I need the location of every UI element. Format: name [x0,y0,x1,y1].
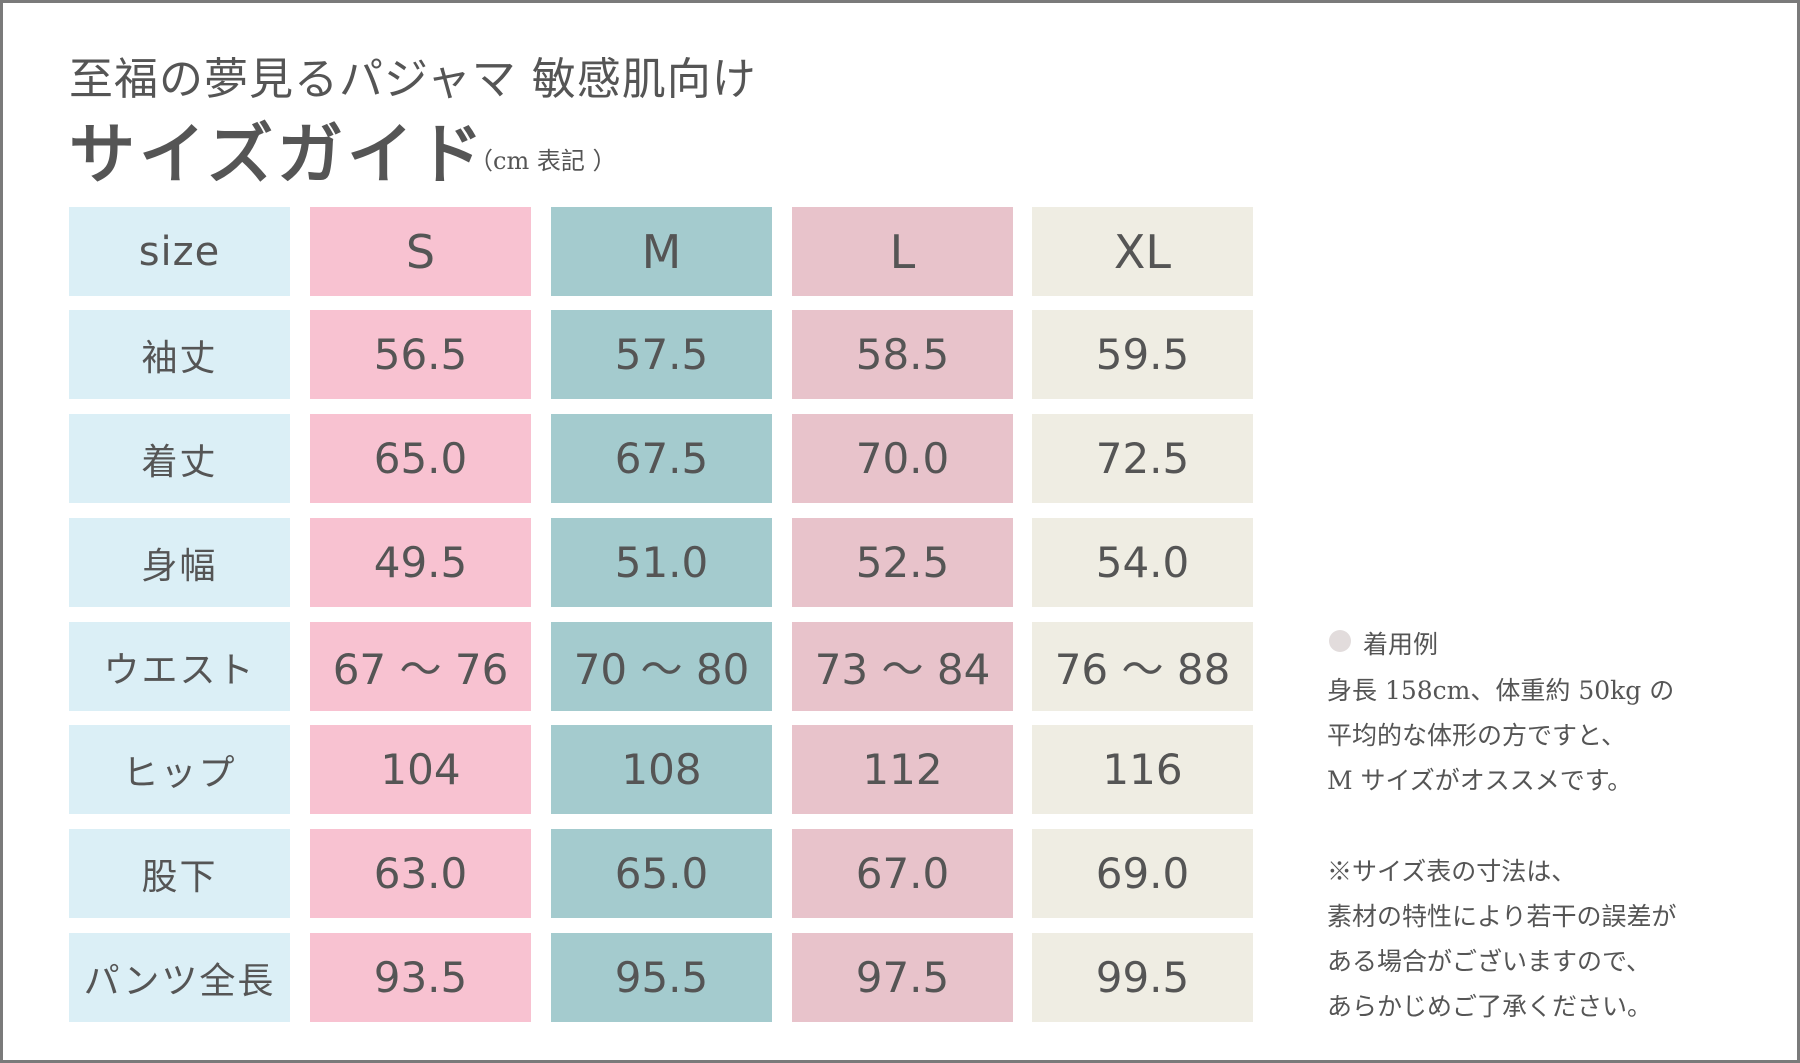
row-label-pants-length: パンツ全長 [69,933,290,1022]
header-cell-s: S [310,207,531,296]
table-cell: 99.5 [1032,933,1253,1022]
table-cell: 72.5 [1032,414,1253,503]
table-cell: 73 ～ 84 [792,622,1013,711]
header-cell-xl: XL [1032,207,1253,296]
table-cell: 65.0 [310,414,531,503]
table-cell: 76 ～ 88 [1032,622,1253,711]
table-cell: 112 [792,725,1013,814]
example-line: M サイズがオススメです。 [1327,766,1633,795]
table-cell: 56.5 [310,310,531,399]
table-cell: 58.5 [792,310,1013,399]
example-line: 身長 158cm、体重約 50kg の [1327,676,1675,705]
table-cell: 70 ～ 80 [551,622,772,711]
row-label-waist: ウエスト [69,622,290,711]
caution-line: ※サイズ表の寸法は、 [1327,857,1577,886]
row-label-body-length: 着丈 [69,414,290,503]
table-cell: 63.0 [310,829,531,918]
table-cell: 57.5 [551,310,772,399]
header-cell-size: size [69,207,290,296]
table-cell: 65.0 [551,829,772,918]
row-label-sleeve-length: 袖丈 [69,310,290,399]
caution-line: あらかじめご了承ください。 [1327,992,1653,1021]
row-label-inseam: 股下 [69,829,290,918]
table-cell: 104 [310,725,531,814]
header-cell-m: M [551,207,772,296]
table-cell: 116 [1032,725,1253,814]
table-cell: 67.0 [792,829,1013,918]
table-cell: 108 [551,725,772,814]
table-cell: 59.5 [1032,310,1253,399]
table-cell: 67 ～ 76 [310,622,531,711]
table-cell: 97.5 [792,933,1013,1022]
table-cell: 69.0 [1032,829,1253,918]
row-label-hip: ヒップ [69,725,290,814]
example-heading: 着用例 [1363,630,1439,659]
table-cell: 93.5 [310,933,531,1022]
caution-line: ある場合がございますので、 [1327,947,1652,976]
table-cell: 51.0 [551,518,772,607]
table-cell: 70.0 [792,414,1013,503]
table-cell: 54.0 [1032,518,1253,607]
caution-line: 素材の特性により若干の誤差が [1327,902,1677,931]
unit-note: （cm 表記 ） [469,147,617,175]
example-line: 平均的な体形の方ですと、 [1327,721,1627,750]
page-title: サイズガイド [69,115,488,193]
table-cell: 49.5 [310,518,531,607]
row-label-body-width: 身幅 [69,518,290,607]
table-cell: 52.5 [792,518,1013,607]
bullet-dot-icon [1329,630,1351,652]
header-cell-l: L [792,207,1013,296]
table-cell: 95.5 [551,933,772,1022]
table-cell: 67.5 [551,414,772,503]
product-subtitle: 至福の夢見るパジャマ 敏感肌向け [69,54,757,105]
